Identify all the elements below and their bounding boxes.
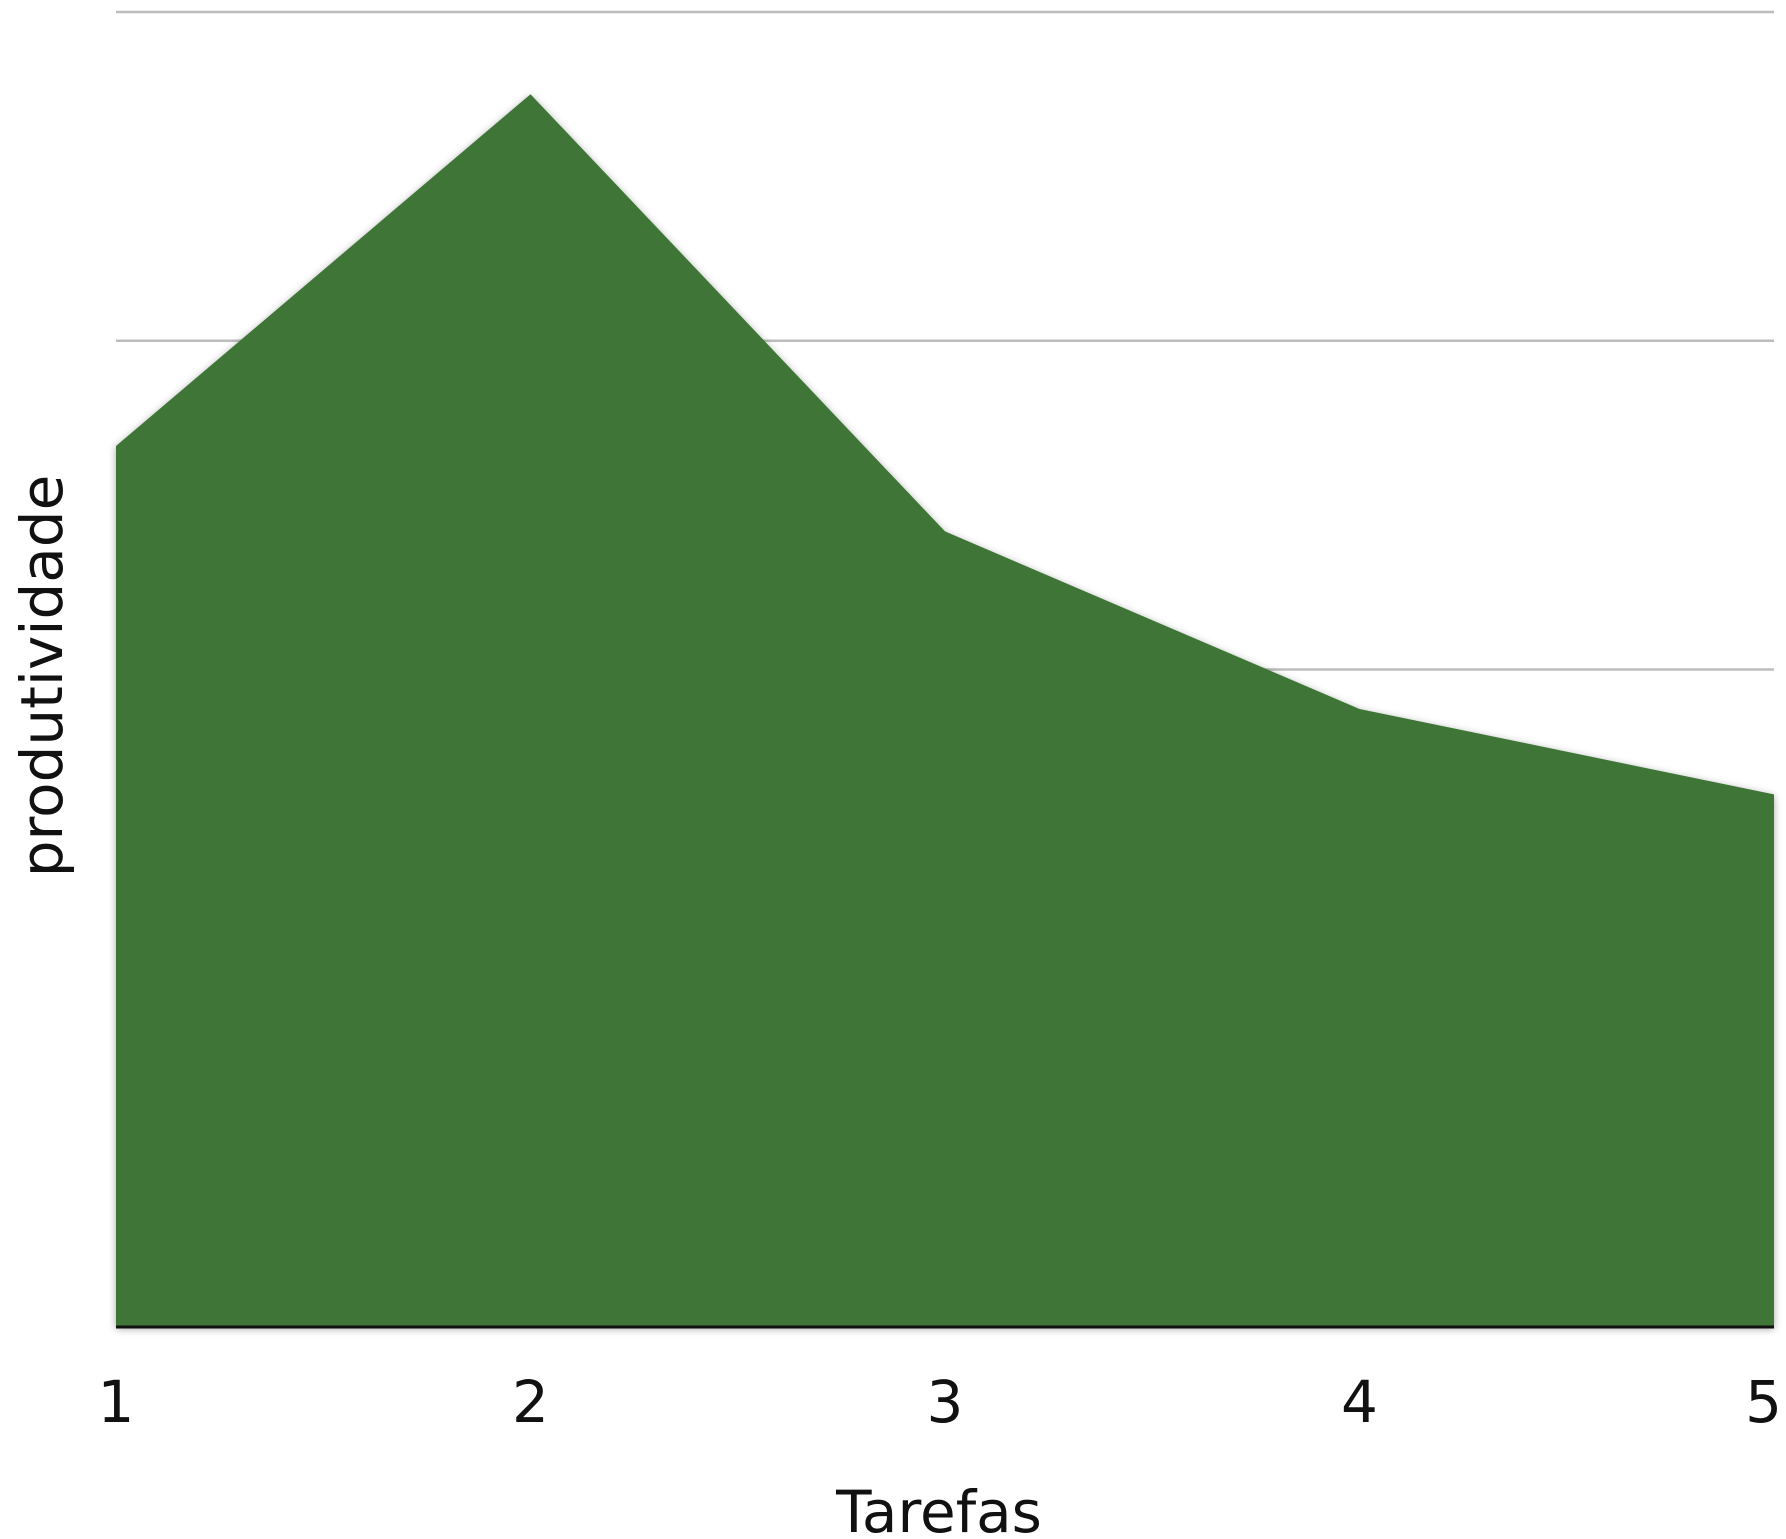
x-tick-labels: 1 2 3 4 5: [98, 1368, 1782, 1436]
x-tick-label: 5: [1745, 1368, 1782, 1436]
x-tick-label: 3: [927, 1368, 964, 1436]
x-tick-label: 4: [1341, 1368, 1378, 1436]
area-fill: [116, 94, 1774, 1327]
area-series: [116, 94, 1774, 1327]
y-axis-title: produtividade: [8, 475, 76, 878]
x-tick-label: 1: [98, 1368, 135, 1436]
x-tick-label: 2: [512, 1368, 549, 1436]
x-axis-title: Tarefas: [835, 1478, 1042, 1539]
